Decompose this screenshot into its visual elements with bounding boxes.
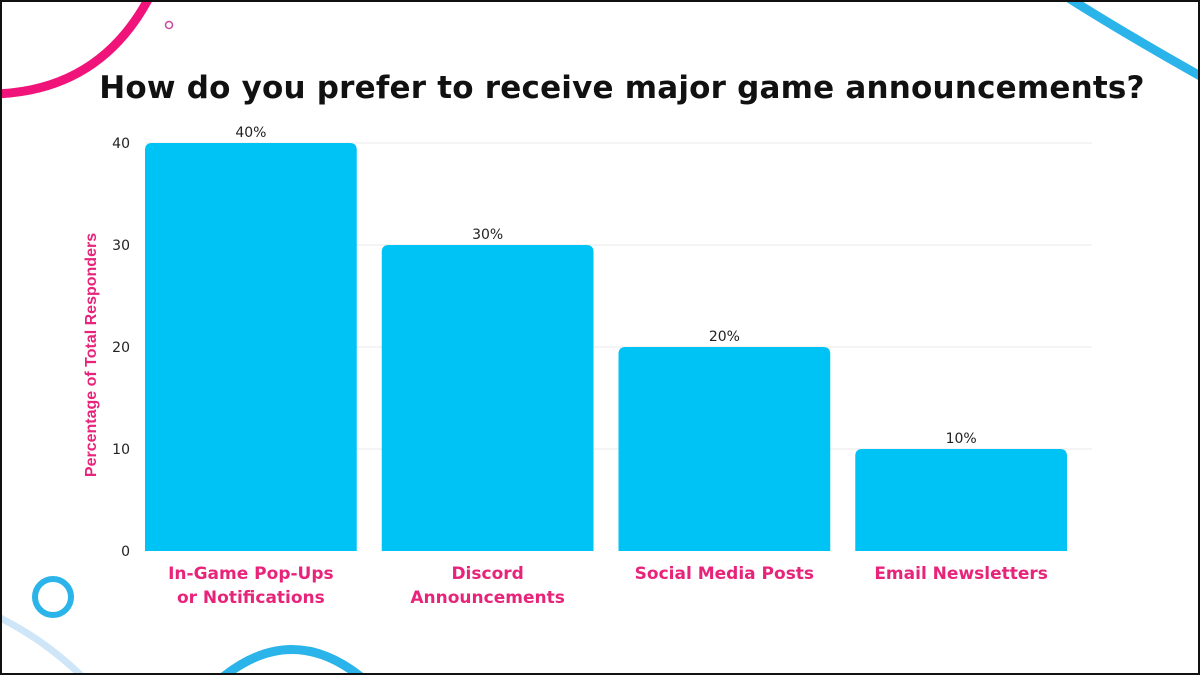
light-blue-wave-decoration <box>2 614 84 673</box>
chart-title: How do you prefer to receive major game … <box>99 70 1145 106</box>
bar <box>145 143 357 551</box>
x-tick-label: Discord Announcements <box>378 562 598 610</box>
data-label: 30% <box>472 227 503 243</box>
y-tick-label: 0 <box>121 544 130 560</box>
x-tick-label: In-Game Pop-Ups or Notifications <box>141 562 361 610</box>
y-tick-label: 30 <box>112 238 130 254</box>
data-label: 40% <box>235 125 266 141</box>
blue-arc-bottom-decoration <box>221 645 363 673</box>
x-tick-label-line: or Notifications <box>176 588 325 608</box>
small-pink-dot-decoration <box>164 20 174 30</box>
data-label: 20% <box>709 329 740 345</box>
x-tick-label-line: Discord <box>451 564 524 584</box>
x-tick-label-line: In-Game Pop-Ups <box>168 564 334 584</box>
bar <box>855 449 1067 551</box>
y-tick-label: 40 <box>112 136 130 152</box>
x-tick-label-line: Social Media Posts <box>634 564 815 584</box>
blue-ring-decoration <box>32 576 74 618</box>
bar <box>618 347 831 551</box>
data-label: 10% <box>946 431 977 447</box>
x-tick-label: Email Newsletters <box>851 562 1071 586</box>
y-tick-label: 20 <box>112 340 130 356</box>
pink-arc-decoration <box>2 2 152 99</box>
x-tick-label-line: Announcements <box>410 588 565 608</box>
x-tick-label-line: Email Newsletters <box>874 564 1048 584</box>
blue-arc-top-right-decoration <box>1066 2 1198 80</box>
x-tick-label: Social Media Posts <box>614 562 834 586</box>
bar <box>381 245 594 551</box>
y-tick-label: 10 <box>112 442 130 458</box>
